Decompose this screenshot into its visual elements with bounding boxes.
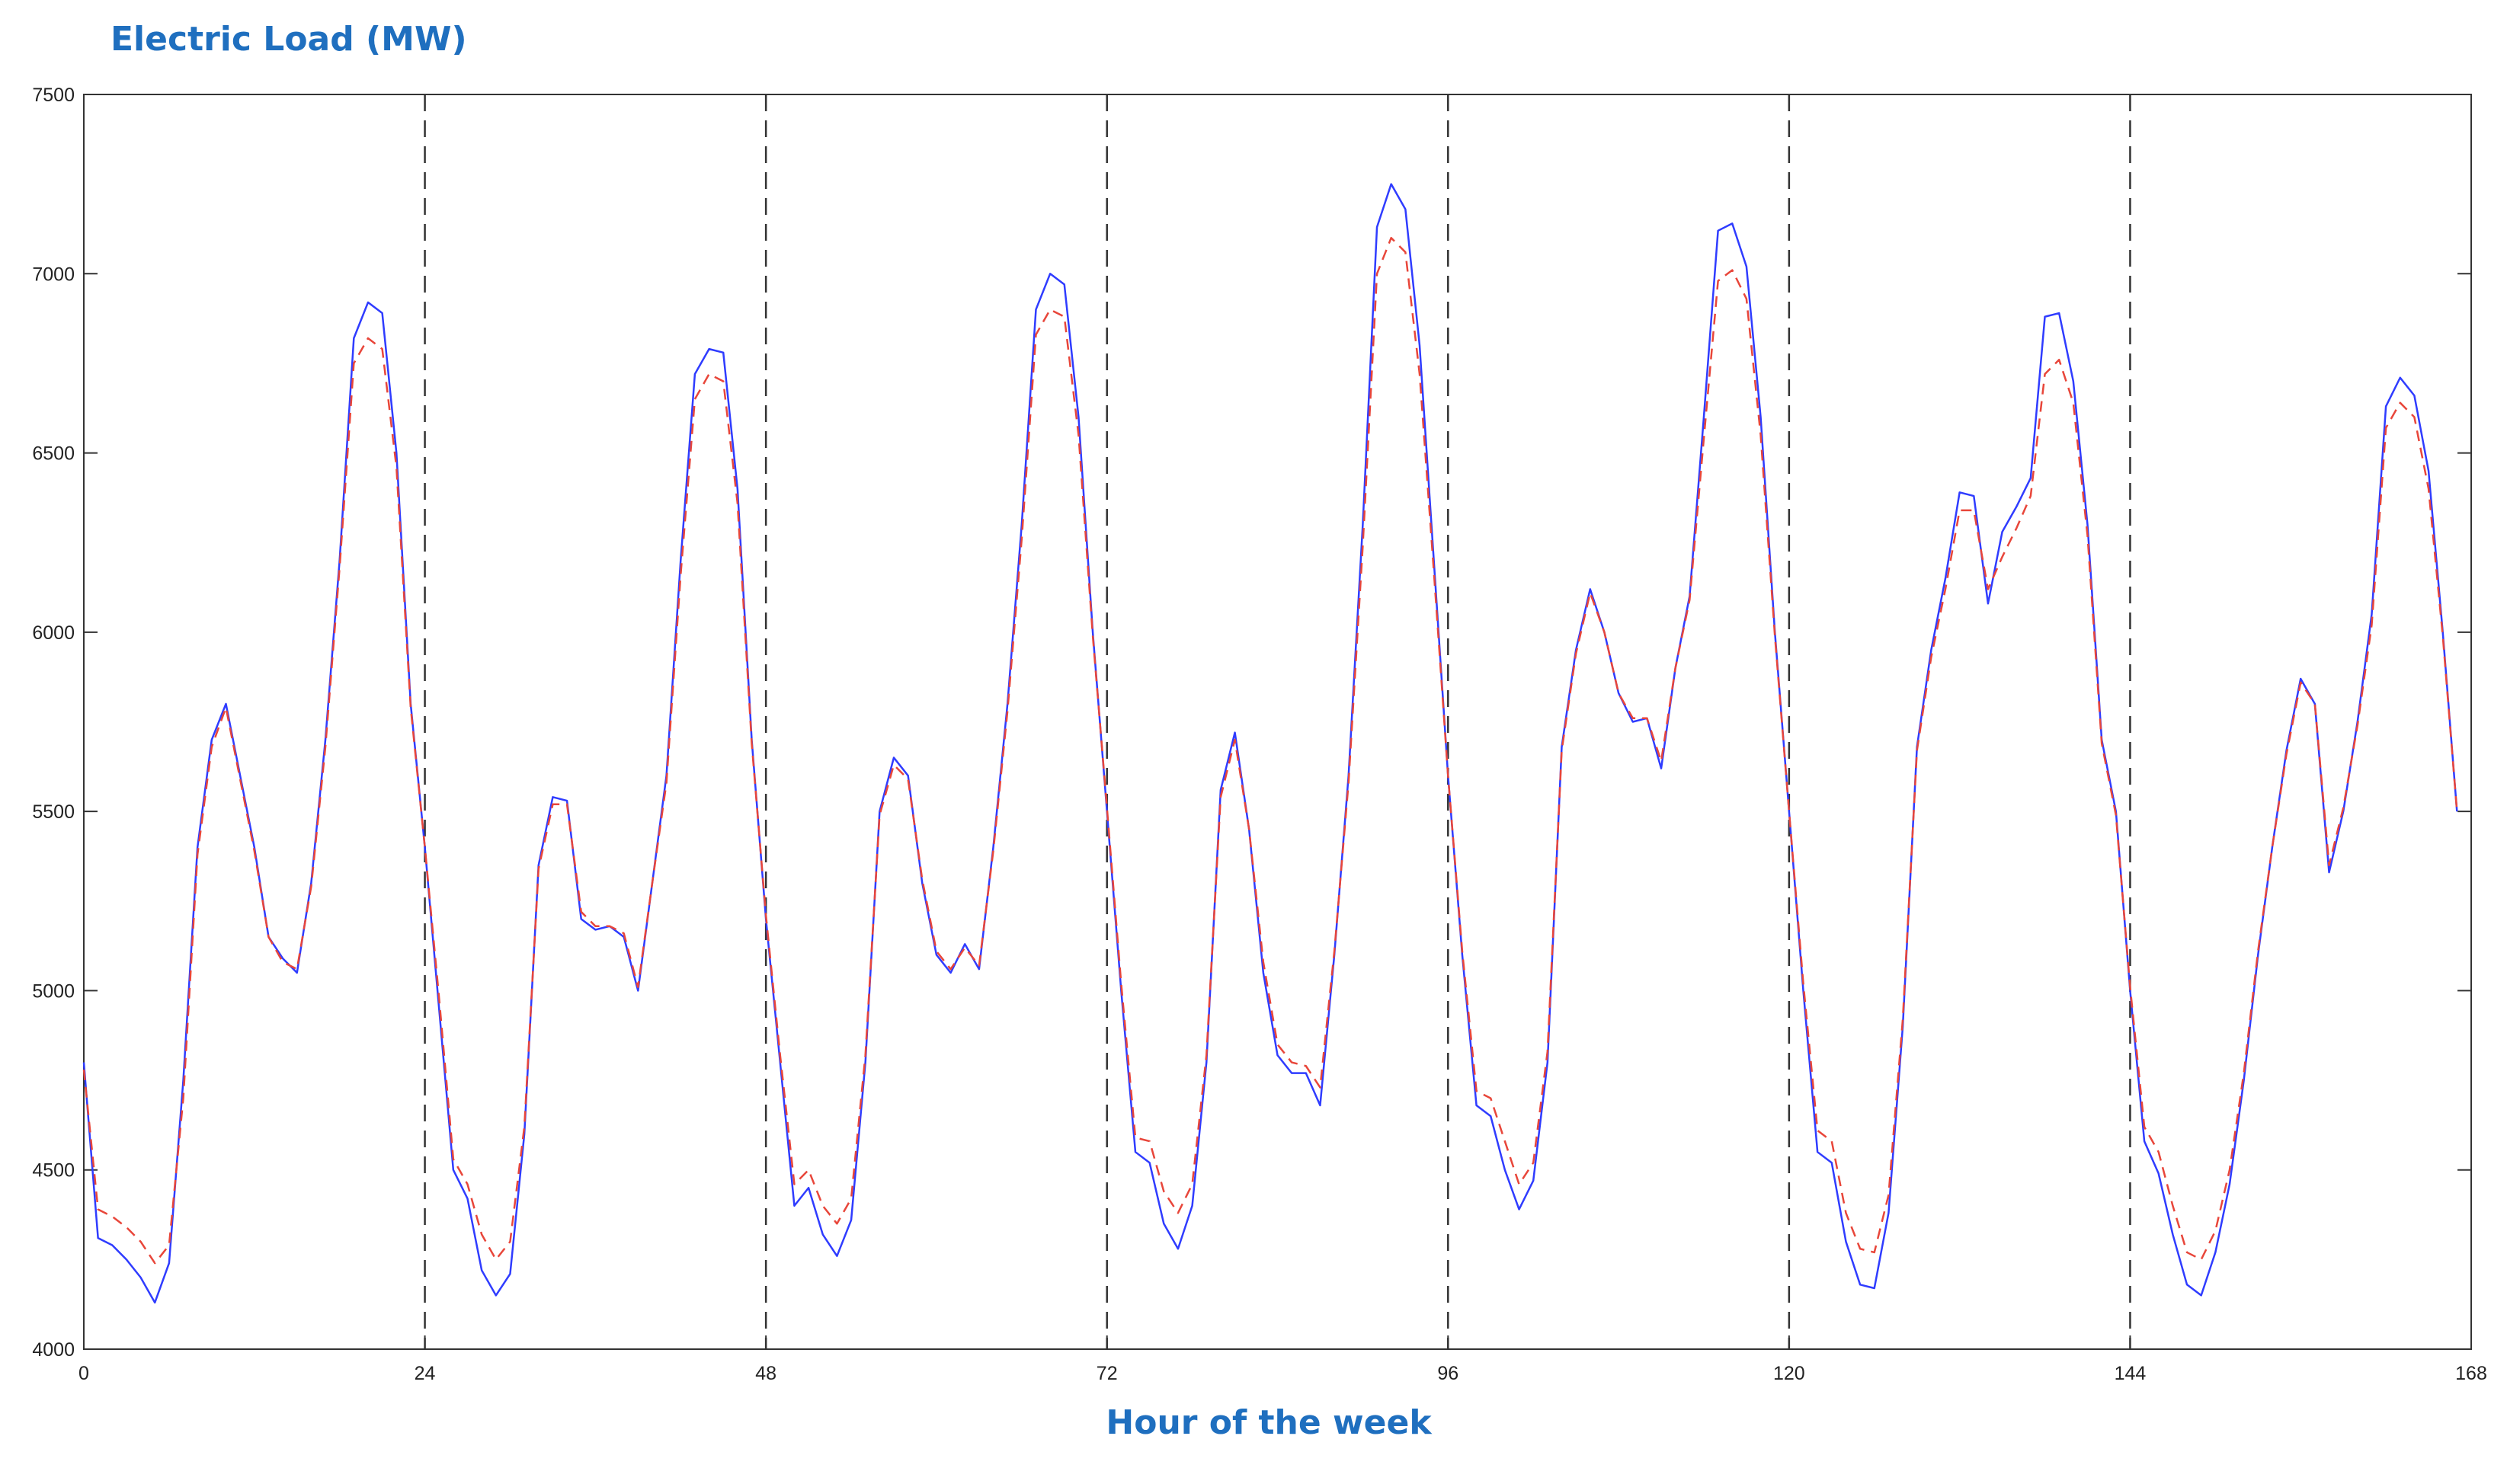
y-tick-label: 6500 [32,443,75,465]
x-tick-label: 48 [755,1363,776,1384]
y-tick-label: 7000 [32,264,75,285]
x-axis-title: Hour of the week [1106,1403,1432,1442]
x-tick-label: 96 [1437,1363,1458,1384]
x-tick-label: 168 [2455,1363,2487,1384]
x-tick-label: 144 [2115,1363,2147,1384]
y-tick-label: 6000 [32,622,75,644]
series-line-solid [82,183,2458,1304]
y-tick-label: 4000 [32,1339,75,1361]
plot-frame [83,94,2472,1350]
x-tick-label: 0 [78,1363,89,1384]
x-tick-label: 72 [1097,1363,1118,1384]
y-tick-label: 7500 [32,85,75,106]
series-line-dashed [82,236,2458,1265]
y-tick-label: 5000 [32,980,75,1002]
y-tick-label: 5500 [32,801,75,823]
x-tick-label: 120 [1773,1363,1805,1384]
y-tick-label: 4500 [32,1160,75,1182]
y-axis-title: Electric Load (MW) [110,20,467,59]
x-tick-label: 24 [415,1363,436,1384]
